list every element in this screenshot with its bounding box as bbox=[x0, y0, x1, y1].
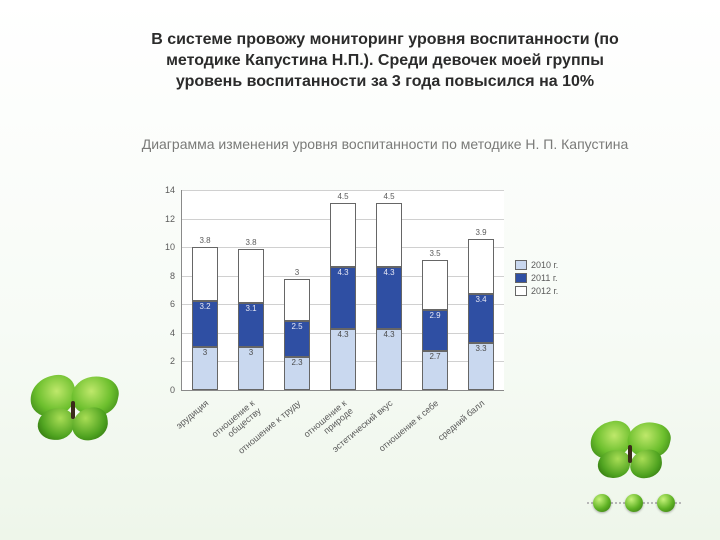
bar-segment bbox=[192, 347, 218, 390]
bar-value-label: 3 bbox=[284, 268, 310, 277]
plot-area: 33.23.833.13.82.32.534.34.34.54.34.34.52… bbox=[181, 190, 504, 391]
legend-item: 2010 г. bbox=[515, 260, 575, 270]
bar-segment bbox=[376, 329, 402, 390]
y-tick-label: 14 bbox=[145, 185, 175, 195]
chart-container: 02468101214 33.23.833.13.82.32.534.34.34… bbox=[145, 190, 575, 470]
bar-segment bbox=[330, 267, 356, 328]
bar-segment bbox=[330, 329, 356, 390]
bar-segment bbox=[376, 267, 402, 328]
slide-title: В системе провожу мониторинг уровня восп… bbox=[140, 30, 630, 92]
legend-label: 2011 г. bbox=[531, 273, 558, 283]
bar-segment bbox=[192, 301, 218, 347]
legend-item: 2011 г. bbox=[515, 273, 575, 283]
bar-segment bbox=[468, 294, 494, 343]
bar-segment bbox=[284, 279, 310, 322]
y-tick-label: 4 bbox=[145, 328, 175, 338]
bar-segment bbox=[192, 247, 218, 301]
legend-swatch bbox=[515, 273, 527, 283]
bar-value-label: 4.5 bbox=[376, 192, 402, 201]
bar-segment bbox=[468, 343, 494, 390]
legend-swatch bbox=[515, 286, 527, 296]
bar-segment bbox=[330, 203, 356, 267]
y-tick-label: 2 bbox=[145, 356, 175, 366]
butterfly-decoration bbox=[28, 370, 118, 450]
y-tick-label: 10 bbox=[145, 242, 175, 252]
legend-item: 2012 г. bbox=[515, 286, 575, 296]
bar-segment bbox=[284, 321, 310, 357]
bar-segment bbox=[422, 260, 448, 310]
legend: 2010 г. 2011 г. 2012 г. bbox=[515, 260, 575, 299]
gem-chain-decoration bbox=[587, 488, 682, 518]
bar-segment bbox=[376, 203, 402, 267]
legend-swatch bbox=[515, 260, 527, 270]
slide-subtitle: Диаграмма изменения уровня воспитанности… bbox=[140, 136, 630, 154]
y-tick-label: 6 bbox=[145, 299, 175, 309]
bar-segment bbox=[422, 310, 448, 351]
bar-value-label: 4.5 bbox=[330, 192, 356, 201]
butterfly-decoration bbox=[590, 418, 670, 490]
bar-value-label: 3.8 bbox=[192, 236, 218, 245]
bar-value-label: 3.9 bbox=[468, 228, 494, 237]
bar-value-label: 3.8 bbox=[238, 238, 264, 247]
y-tick-label: 8 bbox=[145, 271, 175, 281]
x-axis-labels: эрудицияотношение к обществуотношение к … bbox=[181, 394, 503, 454]
bars-layer: 33.23.833.13.82.32.534.34.34.54.34.34.52… bbox=[182, 190, 504, 390]
y-tick-label: 0 bbox=[145, 385, 175, 395]
legend-label: 2010 г. bbox=[531, 260, 558, 270]
bar-segment bbox=[238, 303, 264, 347]
bar-segment bbox=[284, 357, 310, 390]
y-tick-label: 12 bbox=[145, 214, 175, 224]
bar-segment bbox=[468, 239, 494, 295]
bar-segment bbox=[238, 249, 264, 303]
bar-value-label: 3.5 bbox=[422, 249, 448, 258]
bar-segment bbox=[422, 351, 448, 390]
legend-label: 2012 г. bbox=[531, 286, 558, 296]
bar-segment bbox=[238, 347, 264, 390]
